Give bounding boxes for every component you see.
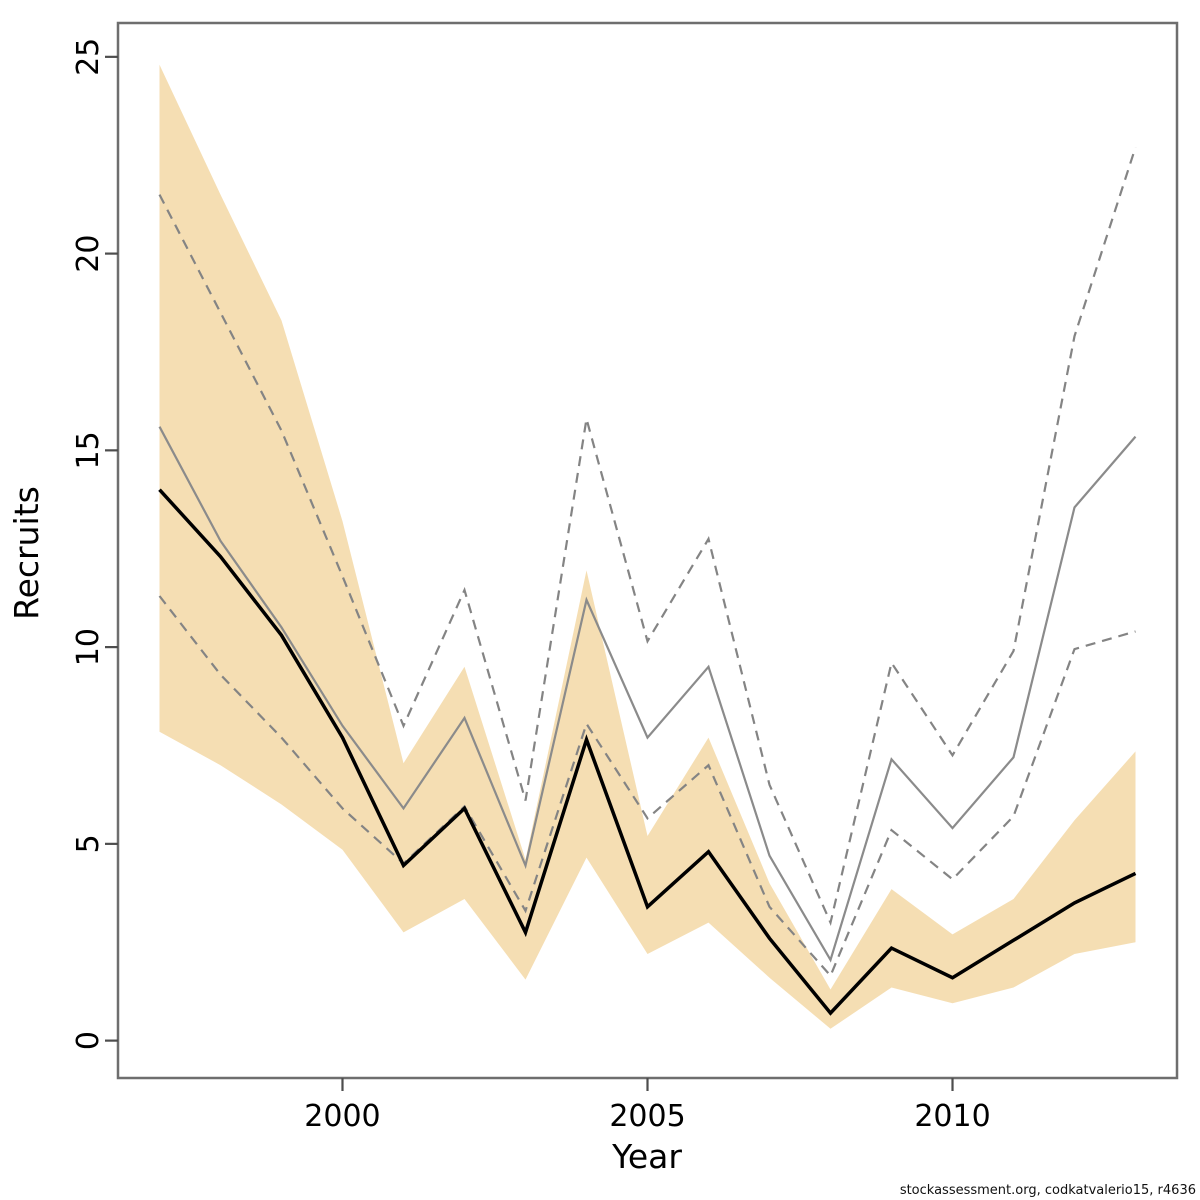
- upper-ci-dashed-line: [158, 146, 1137, 927]
- y-tick-label: 0: [71, 1031, 106, 1050]
- confidence-band-area: [159, 64, 1136, 1029]
- y-tick-label: 10: [71, 628, 106, 666]
- recruits-median-line: [158, 488, 1137, 1016]
- y-axis-ticks: 0 5 10 15 20 25: [71, 38, 118, 1050]
- lower-ci-dashed-line: [158, 595, 1136, 978]
- y-tick-label: 25: [71, 38, 106, 76]
- y-axis-title: Recruits: [7, 486, 46, 620]
- x-axis-ticks: 2000 2005 2010: [304, 1078, 991, 1134]
- x-tick-label: 2005: [609, 1099, 685, 1134]
- x-tick-label: 2000: [304, 1099, 380, 1134]
- y-tick-label: 20: [71, 235, 106, 273]
- alternative-estimate-line: [158, 426, 1137, 963]
- x-axis-title: Year: [611, 1137, 682, 1176]
- y-tick-label: 15: [71, 431, 106, 469]
- x-tick-label: 2010: [914, 1099, 990, 1134]
- footer-credit: stockassessment.org, codkatvalerio15, r4…: [900, 1183, 1196, 1198]
- y-tick-label: 5: [71, 834, 106, 853]
